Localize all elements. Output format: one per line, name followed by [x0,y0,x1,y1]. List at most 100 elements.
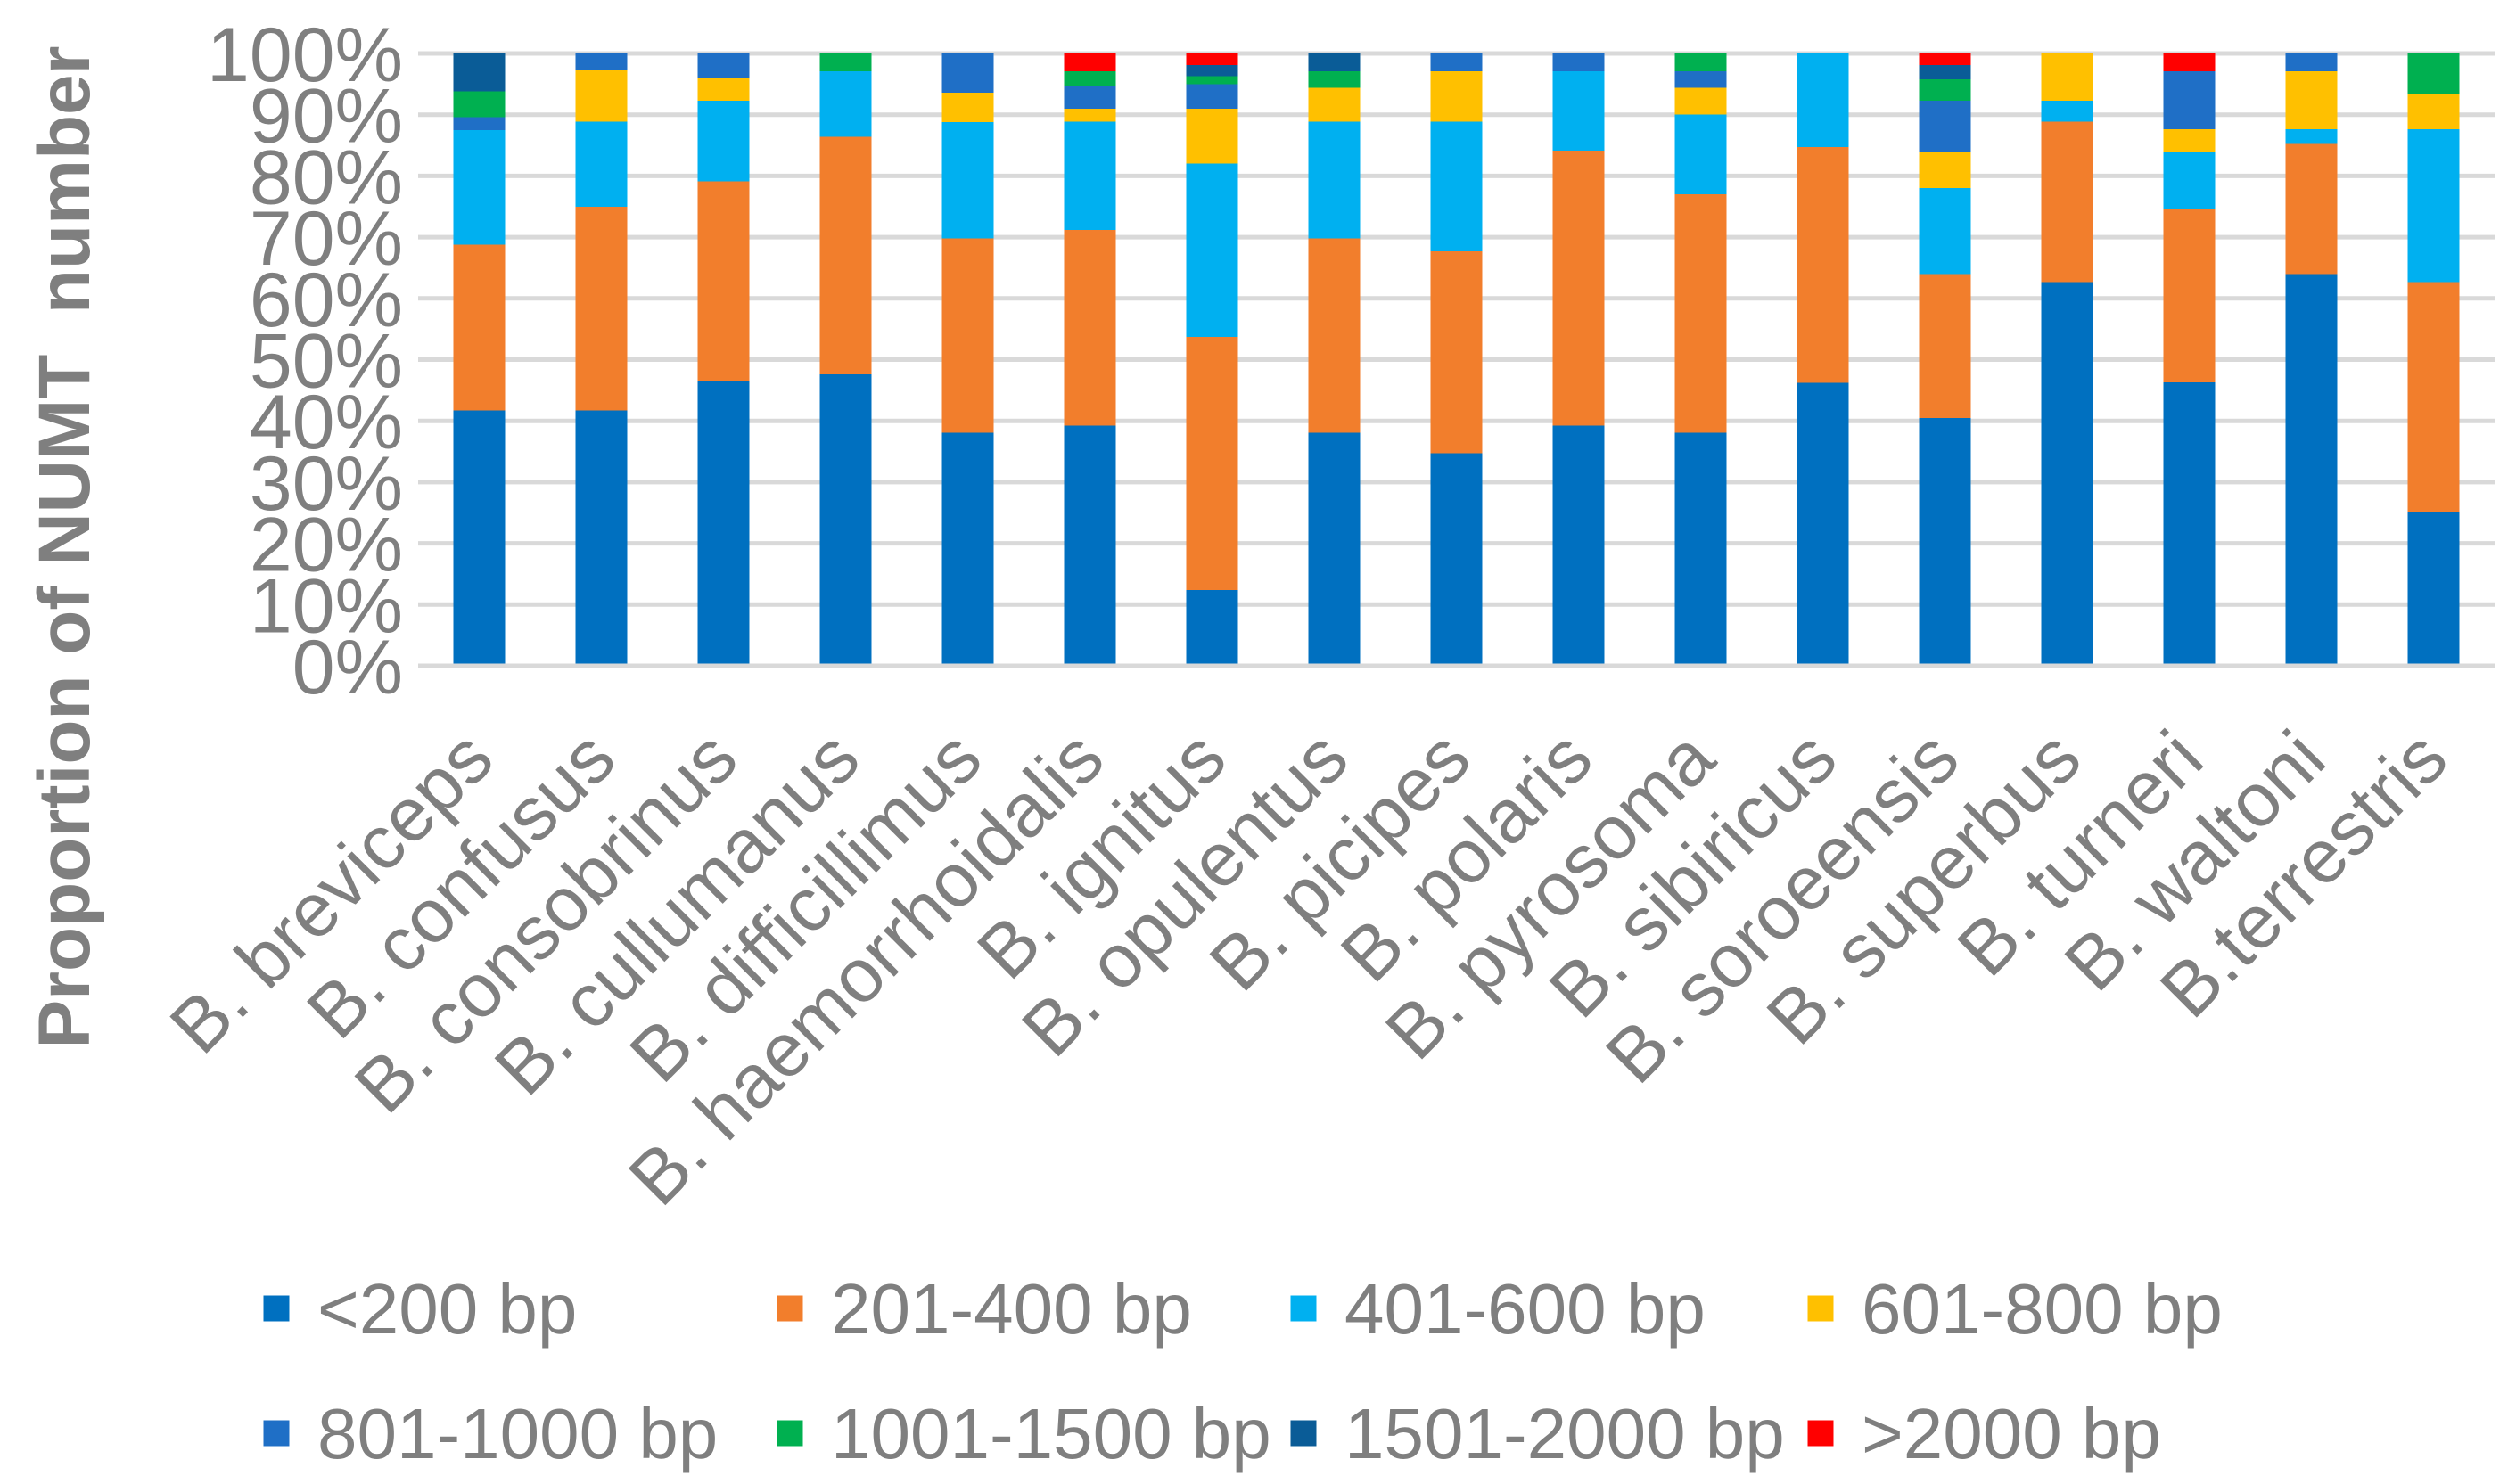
bar-segment-b-waltoni-lt200-bp [2285,274,2338,666]
legend-label: 801-1000 bp [317,1394,718,1473]
bar-segment-b-turneri-601-800-bp [2163,129,2216,152]
y-tick-label: 50% [250,319,403,405]
bar-segment-b-ignitus-601-800-bp [1186,108,1238,164]
bar-segment-b-turneri-801-1000-bp [2163,70,2216,130]
bar-b-opulentus [1308,53,1361,666]
bar-segment-b-picipes-801-1000-bp [1430,53,1483,71]
bar-segment-b-consobrinus-201-400-bp [697,181,750,382]
bar-segment-b-pyrosoma-1001-1500-bp [1674,53,1727,71]
bar-segment-b-terrestris-lt200-bp [2407,512,2460,666]
bar-segment-b-ignitus-1501-2000-bp [1186,65,1238,77]
bar-b-confusus [575,53,628,666]
bar-segment-b-consobrinus-401-600-bp [697,100,750,182]
y-axis-tick-labels: 0%10%20%30%40%50%60%70%80%90%100% [207,12,403,710]
legend-item-1001-1500-bp: 1001-1500 bp [777,1394,1271,1473]
legend: <200 bp 201-400 bp 401-600 bp 601-800 bp 801… [263,1269,2223,1473]
bar-segment-b-ignitus-gt2000-bp [1186,53,1238,66]
bar-segment-b-ignitus-201-400-bp [1186,337,1238,590]
bar-segment-b-opulentus-1501-2000-bp [1308,53,1361,71]
legend-swatch [1290,1420,1317,1447]
bar-segment-b-sibiricus-201-400-bp [1797,147,1849,383]
bar-segment-b-cullumanus-1001-1500-bp [819,53,872,71]
bar-segment-b-terrestris-401-600-bp [2407,129,2460,283]
bar-b-picipes [1430,53,1483,666]
bar-segment-b-breviceps-401-600-bp [453,129,506,245]
bar-segment-b-haemorrhoidalis-401-600-bp [1064,121,1116,230]
bar-segment-b-terrestris-201-400-bp [2407,282,2460,512]
bar-b-sibiricus [1797,53,1849,666]
bar-segment-b-breviceps-lt200-bp [453,410,506,666]
bar-segment-b-soroeensis-1001-1500-bp [1919,78,1971,101]
bar-segment-b-breviceps-201-400-bp [453,244,506,411]
bar-b-superbus [2041,53,2093,666]
bar-segment-b-cullumanus-lt200-bp [819,373,872,666]
bar-segment-b-ignitus-801-1000-bp [1186,84,1238,109]
bar-segment-b-difficillimus-601-800-bp [941,92,994,122]
bar-b-turneri [2163,53,2216,666]
legend-swatch [1807,1295,1834,1322]
legend-item-601-800-bp: 601-800 bp [1807,1269,2223,1349]
bar-segment-b-turneri-gt2000-bp [2163,53,2216,71]
bar-segment-b-terrestris-601-800-bp [2407,94,2460,130]
bar-b-haemorrhoidalis [1064,53,1116,666]
y-axis-title: Proportion of NUMT number [24,45,105,1048]
y-tick-label: 20% [250,503,403,588]
bar-segment-b-sibiricus-401-600-bp [1797,53,1849,148]
bar-segment-b-ignitus-1001-1500-bp [1186,76,1238,85]
bar-segment-b-confusus-401-600-bp [575,121,628,207]
bar-segment-b-consobrinus-801-1000-bp [697,53,750,78]
bar-segment-b-polaris-401-600-bp [1552,70,1605,152]
bar-segment-b-difficillimus-lt200-bp [941,432,994,666]
bar-segment-b-difficillimus-801-1000-bp [941,53,994,93]
bar-b-polaris [1552,53,1605,666]
legend-item-801-1000-bp: 801-1000 bp [263,1394,718,1473]
bar-segment-b-ignitus-401-600-bp [1186,163,1238,338]
bar-segment-b-pyrosoma-601-800-bp [1674,87,1727,115]
bar-segment-b-superbus-lt200-bp [2041,282,2093,666]
legend-label: 1001-1500 bp [831,1394,1271,1473]
legend-swatch [777,1420,803,1447]
bar-segment-b-haemorrhoidalis-lt200-bp [1064,425,1116,666]
legend-label: 201-400 bp [831,1269,1192,1349]
bar-segment-b-confusus-601-800-bp [575,70,628,122]
bar-segment-b-haemorrhoidalis-1001-1500-bp [1064,70,1116,86]
bar-segment-b-haemorrhoidalis-801-1000-bp [1064,86,1116,109]
bar-segment-b-pyrosoma-201-400-bp [1674,194,1727,433]
bar-segment-b-waltoni-801-1000-bp [2285,53,2338,71]
legend-item-401-600-bp: 401-600 bp [1290,1269,1706,1349]
bar-segment-b-cullumanus-401-600-bp [819,70,872,137]
legend-label: >2000 bp [1862,1394,2161,1473]
bar-segment-b-waltoni-601-800-bp [2285,70,2338,130]
bar-segment-b-sibiricus-lt200-bp [1797,382,1849,666]
bar-segment-b-pyrosoma-lt200-bp [1674,432,1727,666]
legend-label: 1501-2000 bp [1344,1394,1785,1473]
y-tick-label: 30% [250,441,403,527]
bar-segment-b-opulentus-201-400-bp [1308,238,1361,433]
bar-b-breviceps [453,53,506,666]
bar-segment-b-polaris-201-400-bp [1552,151,1605,426]
legend-item-gt2000-bp: >2000 bp [1807,1394,2161,1473]
bar-segment-b-soroeensis-601-800-bp [1919,152,1971,189]
legend-item-201-400-bp: 201-400 bp [777,1269,1192,1349]
bar-segment-b-turneri-201-400-bp [2163,209,2216,382]
legend-label: 401-600 bp [1344,1269,1706,1349]
bar-segment-b-opulentus-601-800-bp [1308,87,1361,122]
legend-swatch [263,1295,290,1322]
legend-swatch [1290,1295,1317,1322]
legend-item-1501-2000-bp: 1501-2000 bp [1290,1394,1785,1473]
bar-segment-b-pyrosoma-801-1000-bp [1674,70,1727,88]
stacked-bars [453,53,2460,666]
y-tick-label: 40% [250,380,403,465]
bar-segment-b-breviceps-1001-1500-bp [453,91,506,118]
bar-segment-b-opulentus-lt200-bp [1308,432,1361,666]
y-tick-label: 0% [292,625,403,710]
legend-swatch [1807,1420,1834,1447]
bar-b-difficillimus [941,53,994,666]
legend-label: 601-800 bp [1862,1269,2223,1349]
bar-b-waltoni [2285,53,2338,666]
bar-segment-b-opulentus-401-600-bp [1308,121,1361,239]
bar-segment-b-terrestris-1001-1500-bp [2407,53,2460,94]
legend-item-lt200-bp: <200 bp [263,1269,577,1349]
